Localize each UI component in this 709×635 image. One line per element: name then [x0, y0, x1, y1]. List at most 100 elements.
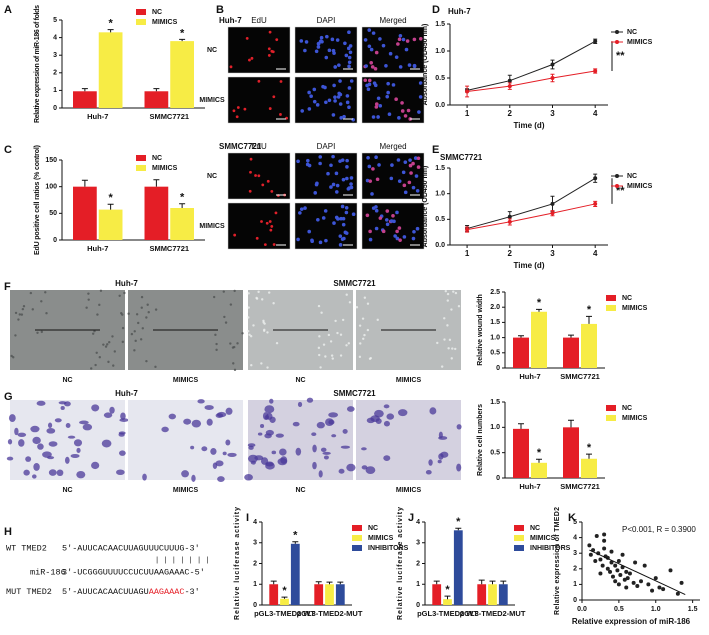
cell [93, 329, 96, 333]
y-tick-label: 4 [573, 534, 577, 541]
x-tick-label: 1 [465, 249, 470, 258]
cell [454, 291, 458, 295]
stained-cell [216, 411, 227, 418]
stained-cell [312, 461, 317, 470]
transwell-image [248, 400, 353, 480]
stained-cell [340, 445, 351, 449]
stained-cell [109, 406, 115, 414]
nucleus [268, 220, 272, 223]
stained-cell [325, 418, 334, 427]
stained-cell [277, 458, 288, 466]
nucleus [329, 185, 333, 189]
stained-cell [361, 447, 367, 451]
nucleus [347, 105, 351, 110]
cell [145, 316, 148, 319]
y-tick-label: 0 [53, 105, 57, 112]
cell [317, 304, 321, 308]
bar [170, 41, 194, 109]
cell [329, 340, 333, 343]
nucleus [304, 40, 309, 44]
point [646, 582, 651, 587]
nucleus [389, 176, 394, 181]
nucleus [307, 107, 312, 111]
nucleus [402, 235, 407, 239]
stained-cell [244, 474, 253, 481]
nucleus [374, 102, 379, 106]
nucleus [235, 115, 239, 119]
stained-cell [297, 401, 303, 408]
nucleus [307, 90, 311, 95]
nucleus [369, 47, 374, 52]
cell [154, 365, 157, 369]
cell [262, 321, 265, 324]
nucleus [267, 47, 271, 51]
legend-swatch [514, 525, 524, 531]
nucleus [316, 45, 321, 49]
nucleus [331, 113, 336, 117]
significance-mark: * [108, 18, 113, 30]
point [602, 538, 607, 543]
nucleus [268, 30, 272, 34]
stained-cell [30, 425, 40, 433]
cell [241, 332, 244, 335]
nucleus [396, 42, 400, 46]
cell [233, 345, 236, 349]
nucleus [263, 243, 267, 247]
nucleus [385, 209, 390, 213]
x-tick-label: 3 [550, 109, 555, 118]
nucleus [349, 182, 353, 186]
cell [223, 315, 226, 319]
stained-cell [18, 439, 25, 447]
nucleus [407, 63, 412, 67]
stained-cell [120, 412, 126, 420]
stained-cell [438, 453, 444, 460]
stained-cell [328, 412, 339, 418]
y-tick-label: 2.5 [490, 289, 500, 296]
stained-cell [101, 439, 112, 448]
nucleus [395, 210, 399, 215]
y-tick-label: 1 [53, 87, 57, 94]
point [507, 84, 512, 89]
mut-seq-start: 5'-AUUCACAACUUAGU [62, 587, 149, 597]
nucleus [369, 60, 374, 65]
cell [10, 354, 13, 358]
cell [318, 353, 321, 357]
stained-cell [257, 432, 263, 436]
nucleus [394, 97, 398, 102]
nucleus [366, 87, 371, 92]
error-bar [81, 179, 88, 187]
mut-seq-mutated: AAGAAAC [149, 587, 185, 597]
stained-cell [275, 433, 284, 438]
bar [73, 91, 97, 108]
y-tick-label: 2 [416, 560, 420, 567]
nucleus [416, 156, 421, 161]
legend-swatch [514, 535, 524, 541]
nucleus [255, 236, 259, 240]
nucleus [378, 104, 383, 108]
y-tick-label: 0 [496, 475, 500, 482]
stained-cell [48, 441, 58, 447]
nucleus [403, 114, 408, 118]
stained-cell [386, 413, 395, 420]
stained-cell [311, 432, 317, 436]
nucleus [371, 206, 376, 210]
nucleus [412, 64, 417, 69]
nucleus [345, 158, 349, 163]
nucleus [374, 208, 379, 213]
nucleus [275, 38, 279, 42]
cell [266, 331, 269, 334]
x-tick-label: 2 [508, 249, 513, 258]
nucleus [249, 170, 252, 174]
stained-cell [320, 447, 327, 452]
cell [121, 313, 124, 316]
panel-letter: A [4, 4, 12, 16]
nucleus [351, 212, 356, 217]
stained-cell [56, 469, 64, 477]
image-label: NC [62, 377, 72, 384]
legend-label: MIMICS [152, 19, 178, 26]
stained-cell [76, 470, 86, 479]
x-axis-label: Relative expression of miR-186 [572, 617, 691, 626]
cell [260, 362, 263, 365]
micrograph [361, 152, 425, 200]
stained-cell [206, 418, 213, 426]
